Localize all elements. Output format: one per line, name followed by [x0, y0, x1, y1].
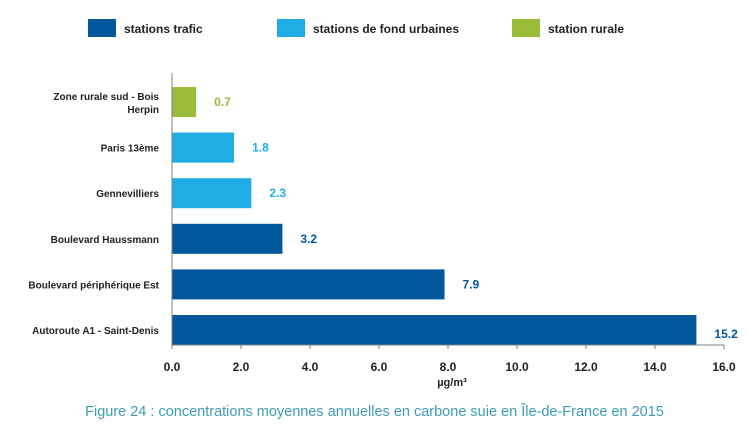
value-label-boulevard-haussmann: 3.2 [300, 232, 317, 246]
legend-label-stations-de-fond-urbaines: stations de fond urbaines [313, 22, 459, 36]
x-tick-label: 0.0 [164, 360, 181, 374]
bar-zone-rurale-sud-bois-herpin [172, 87, 197, 117]
value-label-gennevilliers: 2.3 [269, 186, 286, 200]
x-tick-label: 10.0 [505, 360, 529, 374]
legend-label-station-rurale: station rurale [548, 22, 624, 36]
bar-autoroute-a1-saint-denis [172, 315, 697, 345]
bar-gennevilliers [172, 178, 252, 209]
value-label-zone-rurale-sud-bois-herpin: 0.7 [214, 95, 231, 109]
bars-group: 0.7 Zone rurale sud - Bois Herpin 1.8 Paris … [28, 87, 738, 345]
category-label-zone-rurale-sud-bois-herpin: Zone rurale sud - Bois Herpin [53, 92, 159, 116]
axes-group: 0.0 2.0 4.0 6.0 8.0 10.0 12.0 14.0 16.0 µg/m³ [164, 73, 736, 389]
x-tick-label: 12.0 [574, 360, 598, 374]
legend-swatch-station-rurale [512, 19, 540, 37]
x-tick-label: 4.0 [302, 360, 319, 374]
figure-caption: Figure 24 : concentrations moyennes annu… [85, 404, 664, 420]
category-label-autoroute-a1-saint-denis: Autoroute A1 - Saint-Denis [32, 326, 159, 337]
legend-swatch-stations-de-fond-urbaines [277, 19, 305, 37]
x-tick-label: 16.0 [712, 360, 736, 374]
category-label-gennevilliers: Gennevilliers [96, 189, 159, 200]
x-tick-label: 14.0 [643, 360, 667, 374]
category-label-boulevard-haussmann: Boulevard Haussmann [51, 235, 159, 246]
legend: stations trafic stations de fond urbaines… [88, 19, 624, 37]
bar-boulevard-haussmann [172, 223, 283, 254]
x-tick-label: 6.0 [371, 360, 388, 374]
x-tick-label: 2.0 [233, 360, 250, 374]
value-label-boulevard-peripherique-est: 7.9 [463, 277, 480, 291]
bar-boulevard-peripherique-est [172, 269, 445, 300]
legend-swatch-stations-trafic [88, 19, 116, 37]
x-axis-title: µg/m³ [437, 377, 467, 389]
legend-label-stations-trafic: stations trafic [124, 22, 203, 36]
value-label-paris-13eme: 1.8 [252, 141, 269, 155]
value-label-autoroute-a1-saint-denis: 15.2 [714, 327, 738, 341]
category-label-boulevard-peripherique-est: Boulevard périphérique Est [28, 280, 159, 291]
x-tick-label: 8.0 [440, 360, 457, 374]
bar-paris-13eme [172, 132, 235, 163]
category-label-paris-13eme: Paris 13ème [101, 144, 160, 155]
